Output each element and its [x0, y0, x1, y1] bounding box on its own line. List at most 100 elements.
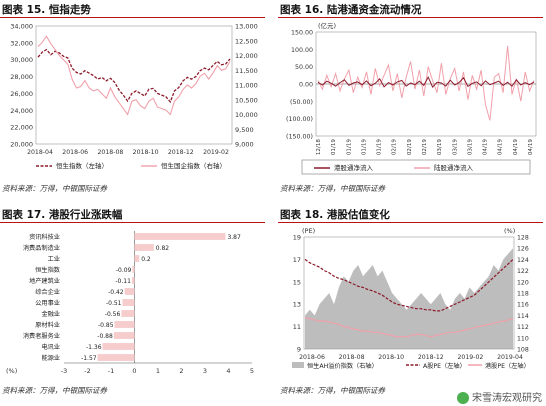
sector-bar: [134, 233, 226, 240]
watermark: 宋雪涛宏观研究: [457, 389, 542, 404]
legend-label: 陆股通净流入: [434, 163, 474, 172]
x-tick-label: 03/19: [467, 139, 473, 156]
sector-bar: [124, 288, 135, 295]
y-left-tick-label: 30,000: [10, 56, 33, 64]
legend-box: [301, 159, 531, 175]
legend-label: 港股通净流入: [334, 163, 374, 172]
legend-label: 恒生AH溢价指数（右轴）: [307, 362, 378, 370]
value-label: 0.82: [156, 245, 170, 252]
y-left-tick-label: 26,000: [10, 90, 33, 98]
x-tick-label: 2019-04: [497, 354, 523, 361]
y-right-tick-label: 10,500: [235, 96, 258, 104]
watermark-text: 宋雪涛宏观研究: [472, 393, 542, 404]
value-label: -0.85: [98, 322, 114, 329]
y-left-unit: (PE): [302, 227, 315, 235]
chart-title: 图表 15. 恒指走势: [2, 4, 91, 16]
x-tick-label: 2018-12: [168, 149, 194, 156]
value-label: 3.87: [227, 234, 241, 241]
value-label: -0.09: [116, 267, 132, 274]
legend-label: 恒生国企指数（右轴）: [161, 161, 226, 170]
y-left-tick-label: 15: [293, 278, 301, 286]
x-tick-label: 2018-10: [133, 149, 159, 156]
y-tick-label: 150.00: [291, 30, 313, 37]
panel-sector-returns: 图表 17. 港股行业涨跌幅 资讯科技业 3.87 消费品制造业 0.82 工业 0.2 恒…: [0, 205, 265, 405]
x-tick-label: -3: [61, 367, 67, 375]
y-left-tick-label: 28,000: [10, 73, 33, 81]
y-left-tick-label: 24,000: [10, 107, 33, 115]
category-label: 综合企业: [35, 288, 60, 296]
x-tick-label: 01/19: [377, 139, 383, 156]
category-label: 工业: [48, 255, 60, 263]
plot-frame: [303, 236, 515, 350]
x-tick-label: 0: [132, 367, 136, 375]
source-note: 资料来源：万得，中银国际证券: [2, 386, 107, 395]
panel-connect-flows: 图表 16. 陆港通资金流动情况 (亿元) 150.00 100.00 50.00 0.…: [278, 0, 543, 200]
category-label: 金融业: [41, 310, 60, 318]
sector-bar: [102, 343, 135, 350]
value-label: -1.57: [81, 355, 97, 362]
title-divider: [278, 17, 543, 18]
series-line: [37, 48, 231, 104]
x-tick-label: 4: [226, 367, 230, 375]
legend-label: 恒生指数（左轴）: [56, 161, 108, 170]
category-label: 消费者服务业: [23, 332, 60, 340]
sector-bar: [134, 244, 154, 251]
category-label: 资讯科技业: [29, 233, 60, 241]
y-right-tick-label: 128: [517, 235, 529, 242]
chart-title: 图表 18. 港股估值变化: [280, 209, 390, 221]
title-divider: [0, 17, 265, 18]
y-right-tick-label: 126: [517, 246, 529, 253]
y-tick-label: 100.00: [291, 47, 313, 54]
x-tick-label: -1: [108, 367, 114, 375]
y-axis-unit: (亿元): [318, 21, 336, 30]
series-line: [317, 75, 535, 89]
series-line: [304, 317, 514, 338]
category-label: 能源业: [41, 354, 60, 362]
y-right-tick-label: 12,000: [235, 52, 258, 60]
category-label: 恒生指数: [35, 266, 61, 274]
y-tick-label: 50.00: [295, 64, 313, 71]
legend-label: A股PE（左轴）: [423, 362, 466, 370]
y-right-unit: (%): [504, 227, 515, 235]
y-right-tick-label: 114: [517, 313, 529, 320]
x-tick-label: 2018-10: [378, 354, 404, 361]
x-tick-label: 2018-04: [27, 149, 53, 156]
x-tick-label: -2: [84, 367, 90, 375]
y-left-tick-label: 17: [293, 256, 301, 264]
value-label: -0.51: [106, 300, 122, 307]
category-label: 原材料业: [35, 321, 60, 329]
y-right-tick-label: 110: [517, 335, 529, 342]
y-right-tick-label: 116: [517, 302, 529, 309]
x-tick-label: 2018-08: [339, 354, 365, 361]
sector-bar: [131, 277, 135, 284]
x-tick-label: 04/19: [513, 139, 519, 156]
x-tick-label: 02/19: [392, 139, 398, 156]
x-tick-label: 2018-12: [418, 354, 444, 361]
sector-bar: [134, 255, 140, 262]
title-divider: [0, 222, 265, 223]
series-line: [304, 258, 514, 312]
x-tick-label: 2018-06: [299, 354, 325, 361]
y-left-tick-label: 11: [293, 323, 301, 331]
y-tick-label: (150.00): [286, 134, 313, 141]
value-label: -0.11: [115, 278, 131, 285]
y-right-tick-label: 9,000: [235, 141, 254, 149]
x-tick-label: 5: [250, 367, 254, 375]
y-left-tick-label: 9: [297, 346, 301, 354]
value-label: -1.36: [86, 344, 102, 351]
series-line: [37, 35, 231, 116]
value-label: -0.56: [105, 311, 121, 318]
y-right-tick-label: 10,000: [235, 111, 258, 119]
series-area: [305, 248, 513, 349]
x-tick-label: 2018-08: [97, 149, 123, 156]
x-tick-label: 2019-02: [203, 149, 229, 156]
sector-bar: [132, 266, 135, 273]
y-right-tick-label: 124: [517, 257, 529, 264]
legend-label: 港股PE（左轴）: [485, 362, 530, 370]
category-label: 消费品制造业: [23, 244, 60, 252]
y-right-tick-label: 11,500: [235, 67, 258, 75]
y-left-tick-label: 32,000: [10, 39, 33, 47]
hk-valuation-chart: (PE) (%) 19 17 15 13 11 9 128 126 124 122 120 118 116 1…: [292, 227, 530, 370]
value-label: 0.2: [141, 256, 151, 263]
source-note: 资料来源：万得，中银国际证券: [2, 184, 107, 193]
